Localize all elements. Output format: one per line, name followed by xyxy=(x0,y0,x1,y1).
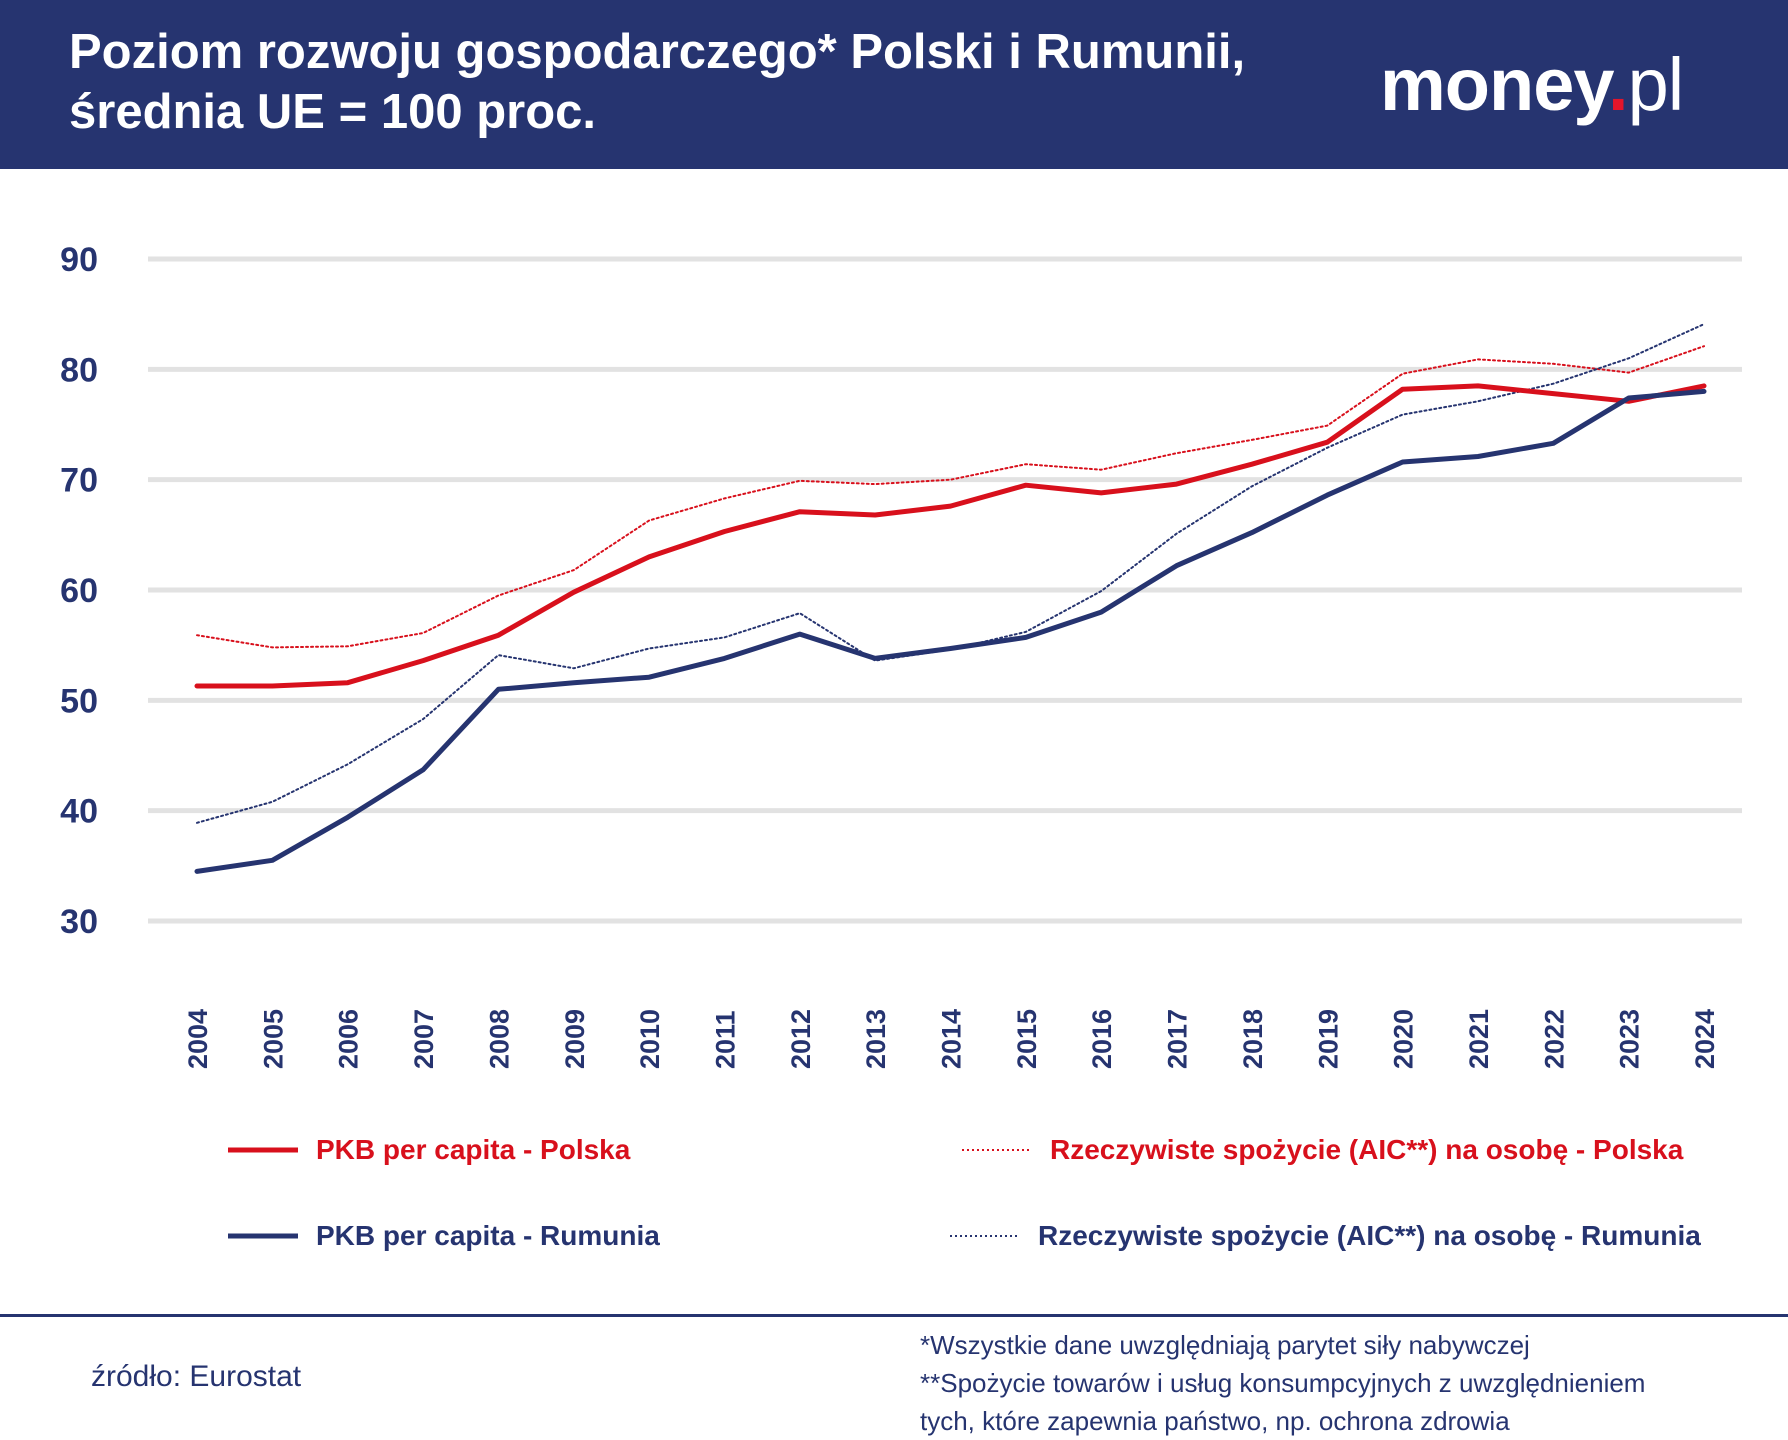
x-tick-label: 2008 xyxy=(484,1009,514,1069)
legend-label: PKB per capita - Rumunia xyxy=(316,1220,660,1251)
x-tick-label: 2011 xyxy=(710,1010,740,1069)
title-line-1: Poziom rozwoju gospodarczego* Polski i R… xyxy=(69,25,1246,79)
footnote-2: **Spożycie towarów i usług konsumpcyjnyc… xyxy=(920,1368,1646,1398)
x-tick-label: 2012 xyxy=(786,1009,816,1069)
legend-swatch-solid-red xyxy=(228,1147,298,1153)
x-tick-label: 2019 xyxy=(1313,1009,1343,1069)
footnotes: *Wszystkie dane uwzględniają parytet sił… xyxy=(920,1326,1760,1440)
x-tick-label: 2014 xyxy=(937,1009,967,1069)
legend-item-aic-rumunia: Rzeczywiste spożycie (AIC**) na osobę - … xyxy=(950,1216,1701,1256)
y-tick-label: 90 xyxy=(60,241,98,279)
footnote-1: *Wszystkie dane uwzględniają parytet sił… xyxy=(920,1330,1530,1360)
series-line-rzeczywiste-spo-ycie-aic-na-osob-rumunia xyxy=(196,323,1705,824)
y-tick-label: 40 xyxy=(60,793,98,831)
footer-divider xyxy=(0,1314,1788,1317)
chart-title: Poziom rozwoju gospodarczego* Polski i R… xyxy=(69,22,1349,142)
x-tick-label: 2017 xyxy=(1163,1009,1193,1069)
x-tick-label: 2018 xyxy=(1238,1009,1268,1069)
legend-label: Rzeczywiste spożycie (AIC**) na osobę - … xyxy=(1050,1134,1684,1165)
x-tick-label: 2005 xyxy=(258,1009,288,1069)
legend-label: PKB per capita - Polska xyxy=(316,1134,631,1165)
x-tick-label: 2006 xyxy=(334,1009,364,1069)
x-tick-label: 2009 xyxy=(560,1009,590,1069)
x-tick-label: 2004 xyxy=(183,1009,213,1069)
y-tick-label: 60 xyxy=(60,572,98,610)
x-tick-label: 2023 xyxy=(1615,1009,1645,1069)
y-tick-label: 70 xyxy=(60,462,98,500)
series-line-rzeczywiste-spo-ycie-aic-na-osob-polska xyxy=(196,345,1705,649)
legend-label: Rzeczywiste spożycie (AIC**) na osobę - … xyxy=(1038,1220,1701,1251)
legend-item-aic-polska: Rzeczywiste spożycie (AIC**) na osobę - … xyxy=(962,1130,1683,1170)
x-tick-label: 2022 xyxy=(1539,1009,1569,1069)
series-line-pkb-per-capita-rumunia xyxy=(194,388,1707,874)
line-chart: 30 40 50 60 70 80 90 2004 2005 2006 2007 2008 2009 20… xyxy=(60,241,1742,1069)
x-tick-label: 2013 xyxy=(861,1009,891,1069)
legend-item-pkb-rumunia: PKB per capita - Rumunia xyxy=(228,1216,660,1256)
x-tick-label: 2021 xyxy=(1464,1009,1494,1069)
y-tick-label: 30 xyxy=(60,903,98,941)
legend-swatch-dotted-red xyxy=(962,1149,1032,1151)
header-bar: Poziom rozwoju gospodarczego* Polski i R… xyxy=(0,0,1788,169)
x-tick-label: 2024 xyxy=(1690,1009,1720,1069)
x-tick-label: 2010 xyxy=(635,1009,665,1069)
title-line-2: średnia UE = 100 proc. xyxy=(69,85,596,139)
legend-swatch-dotted-navy xyxy=(950,1235,1020,1237)
y-tick-label: 80 xyxy=(60,351,98,389)
x-tick-label: 2007 xyxy=(409,1009,439,1069)
y-tick-label: 50 xyxy=(60,682,98,720)
money-pl-logo: money.pl xyxy=(1380,43,1684,126)
x-tick-label: 2020 xyxy=(1389,1009,1419,1069)
source-note: źródło: Eurostat xyxy=(91,1360,302,1393)
legend-swatch-solid-navy xyxy=(228,1233,298,1239)
series-line-pkb-per-capita-polska xyxy=(194,383,1707,689)
x-tick-label: 2016 xyxy=(1087,1009,1117,1069)
x-tick-label: 2015 xyxy=(1012,1009,1042,1069)
footnote-2-cont: tych, które zapewnia państwo, np. ochron… xyxy=(920,1406,1510,1436)
legend-item-pkb-polska: PKB per capita - Polska xyxy=(228,1130,630,1170)
